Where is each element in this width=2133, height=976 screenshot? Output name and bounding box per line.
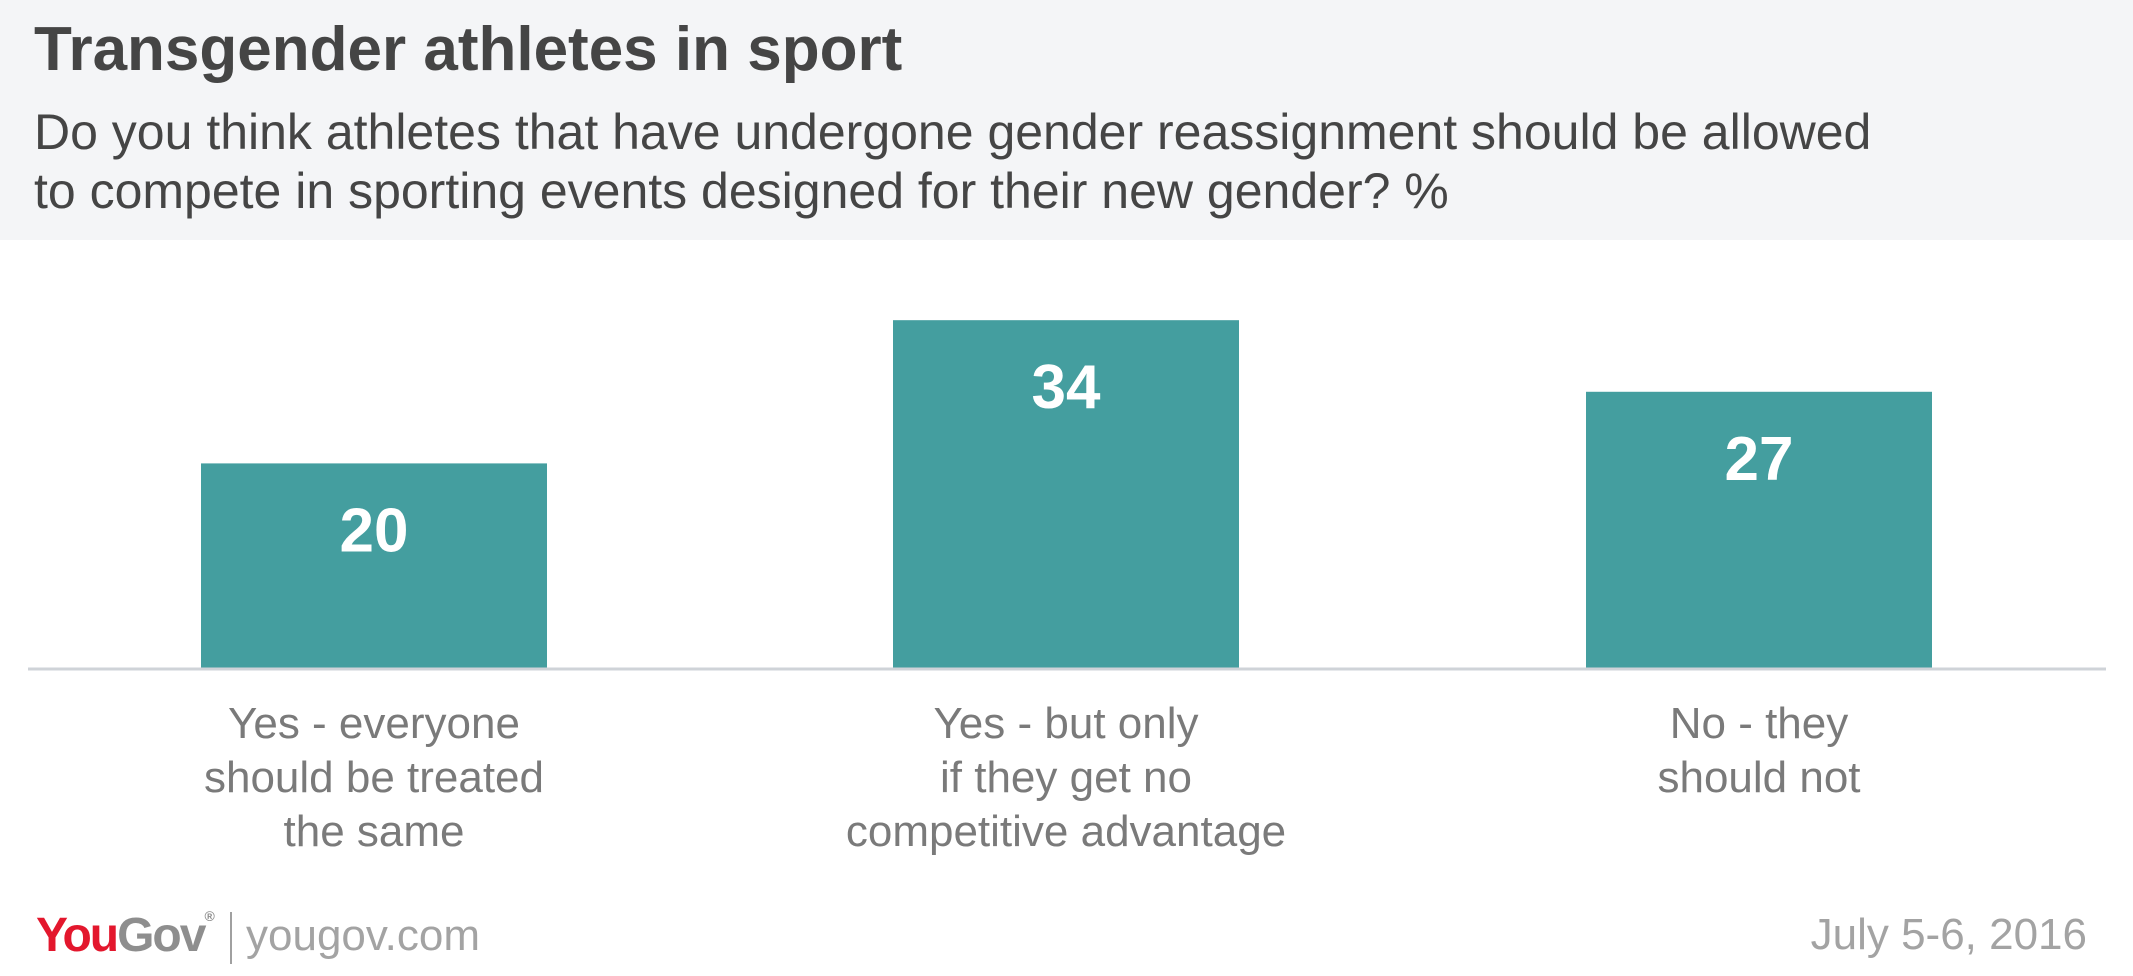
bar-2 <box>893 320 1239 668</box>
subtitle-line-1: Do you think athletes that have undergon… <box>34 104 1872 160</box>
subtitle-line-2: to compete in sporting events designed f… <box>34 163 1449 219</box>
bar-chart: 20 34 27 Yes - everyone should be treated the… <box>28 320 2106 856</box>
logo-registered-mark: ® <box>204 908 215 924</box>
footer-divider <box>230 912 232 964</box>
category-label-1-line-2: should be treated <box>204 753 544 802</box>
category-label-2-line-2: if they get no <box>940 753 1192 802</box>
footer-date: July 5-6, 2016 <box>1810 910 2087 959</box>
logo-gov-text: Gov <box>117 909 206 962</box>
footer-url: yougov.com <box>246 911 480 960</box>
bar-1 <box>201 463 547 668</box>
header-band: Transgender athletes in sport Do you thi… <box>0 0 2133 240</box>
category-label-1-line-3: the same <box>284 807 465 856</box>
bar-value-label-1: 20 <box>340 496 409 565</box>
category-label-1-line-1: Yes - everyone <box>228 699 520 748</box>
chart-subtitle: Do you think athletes that have undergon… <box>34 103 2084 221</box>
chart-title: Transgender athletes in sport <box>34 15 903 84</box>
bar-value-label-2: 34 <box>1032 353 1101 422</box>
category-label-3-line-1: No - they <box>1670 699 1849 748</box>
category-label-3-line-2: should not <box>1657 753 1860 802</box>
category-label-2-line-1: Yes - but only <box>934 699 1199 748</box>
bar-3 <box>1586 391 1932 668</box>
bar-value-label-3: 27 <box>1725 425 1794 494</box>
yougov-logo: YouGov® <box>36 908 215 963</box>
category-label-2-line-3: competitive advantage <box>846 807 1286 856</box>
logo-you-text: You <box>36 909 119 962</box>
